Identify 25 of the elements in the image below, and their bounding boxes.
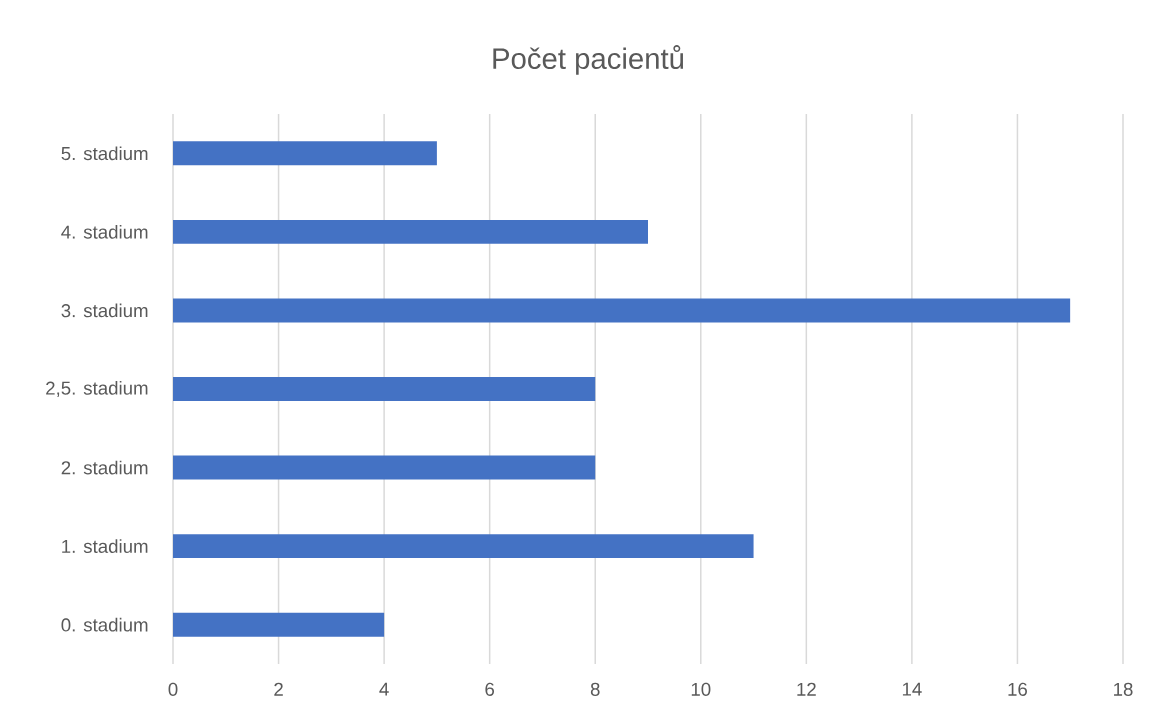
x-tick-label: 2	[274, 682, 283, 696]
y-tick-label: 3. stadium	[61, 303, 148, 318]
y-tick-label: 1. stadium	[62, 539, 148, 553]
y-tick-label: 0. stadium	[61, 617, 148, 632]
bar	[173, 219, 648, 244]
x-tick-label: 8	[590, 682, 600, 696]
x-tick-label: 18	[1114, 682, 1133, 696]
x-tick-label: 16	[1008, 682, 1027, 696]
y-tick-label: 5. stadium	[61, 146, 148, 161]
x-tick-label: 6	[485, 682, 495, 696]
x-tick-label: 12	[797, 682, 816, 696]
bar	[173, 298, 1071, 323]
y-tick-label: 2. stadium	[61, 460, 148, 475]
y-tick-label: 4. stadium	[61, 225, 148, 239]
bar	[173, 534, 754, 559]
x-tick-label: 4	[379, 682, 389, 696]
y-tick-label: 2,5. stadium	[46, 381, 148, 397]
bar	[173, 612, 385, 637]
chart-title: Počet pacientů	[493, 45, 684, 75]
bar	[173, 377, 596, 401]
x-tick-label: 0	[168, 682, 178, 696]
bar	[173, 455, 596, 480]
x-tick-label: 10	[691, 682, 711, 696]
bar	[173, 141, 437, 166]
x-tick-label: 14	[902, 682, 922, 696]
